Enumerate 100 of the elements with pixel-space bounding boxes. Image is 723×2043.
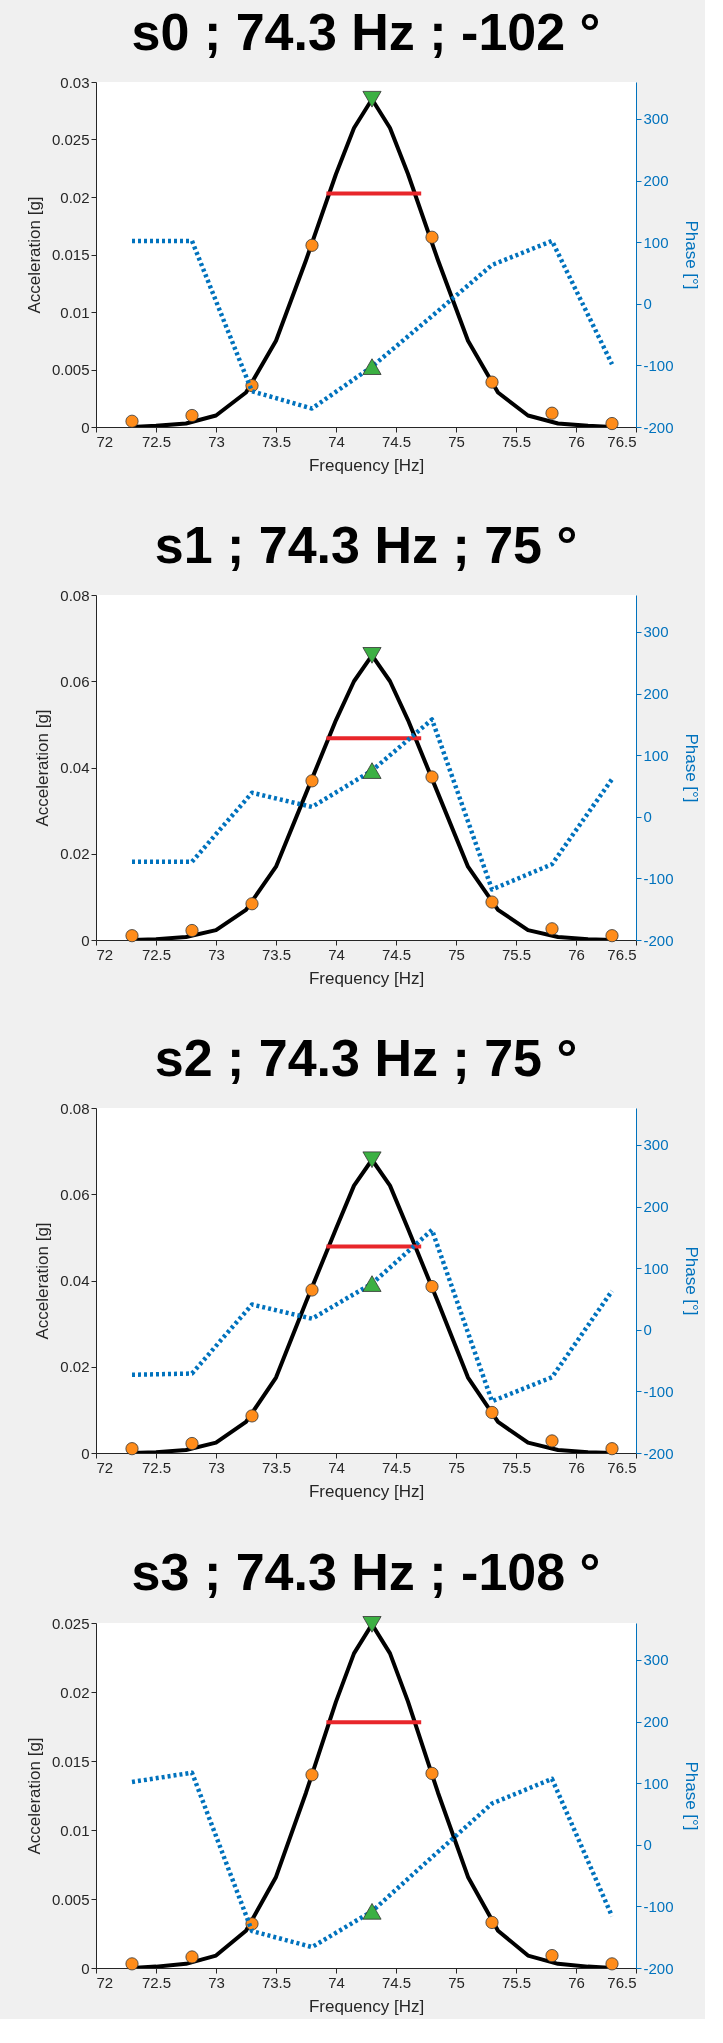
y2-tick-label: -100 (643, 869, 674, 887)
x-tick-label: 73.5 (261, 1458, 292, 1476)
point (425, 1766, 439, 1780)
y2-tick-label: 100 (643, 233, 669, 251)
point (605, 1442, 619, 1456)
x-tick-label: 73 (208, 945, 225, 963)
y-tick-label: 0.04 (60, 759, 90, 776)
point (545, 1949, 559, 1963)
point (485, 1405, 499, 1419)
point (305, 1283, 319, 1297)
x-tick-label: 73.5 (261, 432, 292, 450)
x-tick-label: 75 (448, 1458, 465, 1476)
y2-tick-label: 0 (643, 1321, 652, 1339)
y-tick-label: 0.015 (51, 1752, 90, 1770)
x-tick-label: 72.5 (141, 432, 172, 450)
x-tick-label: 74.5 (381, 1973, 412, 1991)
point (485, 895, 499, 909)
y-tick-label: 0.025 (51, 1614, 90, 1632)
y-axis-title: Acceleration [g] (24, 1737, 44, 1855)
chart-title: s0 ; 74.3 Hz ; -102 ° (131, 3, 601, 61)
y2-axis-title: Phase [°] (681, 220, 701, 290)
x-tick-label: 74.5 (381, 432, 412, 450)
y2-tick-label: 0 (643, 808, 652, 826)
y2-tick-label: 200 (643, 685, 669, 703)
x-tick-label: 76.5 (607, 1458, 637, 1476)
x-axis-title: Frequency [Hz] (308, 455, 425, 475)
x-tick-label: 75 (448, 945, 465, 963)
y2-tick-label: -200 (643, 1959, 674, 1977)
point (185, 408, 199, 423)
point (245, 897, 259, 911)
point (125, 414, 139, 428)
chart-title: s2 ; 74.3 Hz ; 75 ° (154, 1029, 578, 1087)
y-tick-label: 0.02 (60, 1683, 90, 1701)
x-tick-label: 72 (96, 1458, 114, 1476)
x-tick-label: 72.5 (141, 945, 172, 963)
x-tick-label: 74 (328, 432, 345, 450)
y2-tick-label: -100 (643, 356, 674, 374)
y2-tick-label: -200 (643, 931, 674, 949)
x-tick-label: 74 (328, 1458, 345, 1476)
point (185, 1950, 199, 1964)
y-tick-label: 0.005 (51, 361, 90, 378)
y2-tick-label: 300 (643, 1136, 669, 1154)
point (245, 1409, 259, 1423)
point (185, 924, 199, 938)
point (185, 1437, 199, 1451)
y2-axis-title: Phase [°] (681, 733, 701, 803)
x-tick-label: 76 (568, 1458, 585, 1476)
y-tick-label: 0.04 (60, 1272, 90, 1289)
point (605, 929, 619, 943)
y-tick-label: 0 (81, 418, 90, 436)
x-tick-label: 76 (568, 432, 585, 450)
line-series (129, 238, 615, 411)
point (305, 1768, 319, 1782)
point (545, 406, 559, 420)
y2-tick-label: -200 (643, 418, 674, 436)
point (362, 90, 382, 108)
y-tick-label: 0.025 (51, 131, 90, 148)
y2-tick-label: -100 (643, 1897, 674, 1915)
point (362, 1151, 382, 1169)
y2-tick-label: 0 (643, 295, 652, 313)
y2-tick-label: 100 (643, 1774, 669, 1792)
y-tick-label: 0 (81, 1444, 90, 1462)
y-tick-label: 0.01 (60, 1821, 90, 1839)
y2-tick-label: 300 (643, 110, 669, 128)
line-series (129, 1770, 615, 1950)
x-tick-label: 76.5 (607, 1973, 637, 1991)
y-tick-label: 0.08 (60, 586, 90, 604)
x-tick-label: 75 (448, 1973, 465, 1991)
y-tick-label: 0.02 (60, 1358, 90, 1376)
point (425, 770, 439, 784)
y-tick-label: 0.02 (60, 188, 90, 206)
y-axis-title: Acceleration [g] (33, 709, 53, 827)
x-axis-title: Frequency [Hz] (308, 1481, 425, 1501)
x-tick-label: 72.5 (141, 1458, 172, 1476)
x-axis-title: Frequency [Hz] (308, 1996, 425, 2016)
point (125, 929, 139, 943)
x-tick-label: 76.5 (607, 432, 637, 450)
x-tick-label: 73 (208, 1973, 225, 1991)
y2-tick-label: -100 (643, 1382, 674, 1400)
chart-title: s3 ; 74.3 Hz ; -108 ° (131, 1542, 601, 1601)
y2-axis-title: Phase [°] (681, 1761, 701, 1831)
line-series (129, 717, 615, 892)
x-axis-title: Frequency [Hz] (308, 968, 425, 988)
y2-tick-label: 100 (643, 746, 669, 764)
x-tick-label: 73 (208, 1458, 225, 1476)
y-tick-label: 0.01 (60, 303, 90, 321)
y2-axis-title: Phase [°] (681, 1246, 701, 1316)
point (125, 1957, 139, 1971)
point (305, 238, 319, 252)
y-tick-label: 0.005 (51, 1890, 90, 1908)
x-tick-label: 76 (568, 945, 585, 963)
x-tick-label: 74.5 (381, 1458, 412, 1476)
y-tick-label: 0 (81, 1959, 90, 1977)
point (305, 774, 319, 788)
point (425, 230, 439, 244)
x-tick-label: 74 (328, 1973, 345, 1991)
point (605, 417, 619, 431)
x-tick-label: 74 (328, 945, 345, 963)
y2-tick-label: 0 (643, 1836, 652, 1854)
y-tick-label: 0.02 (60, 845, 90, 863)
